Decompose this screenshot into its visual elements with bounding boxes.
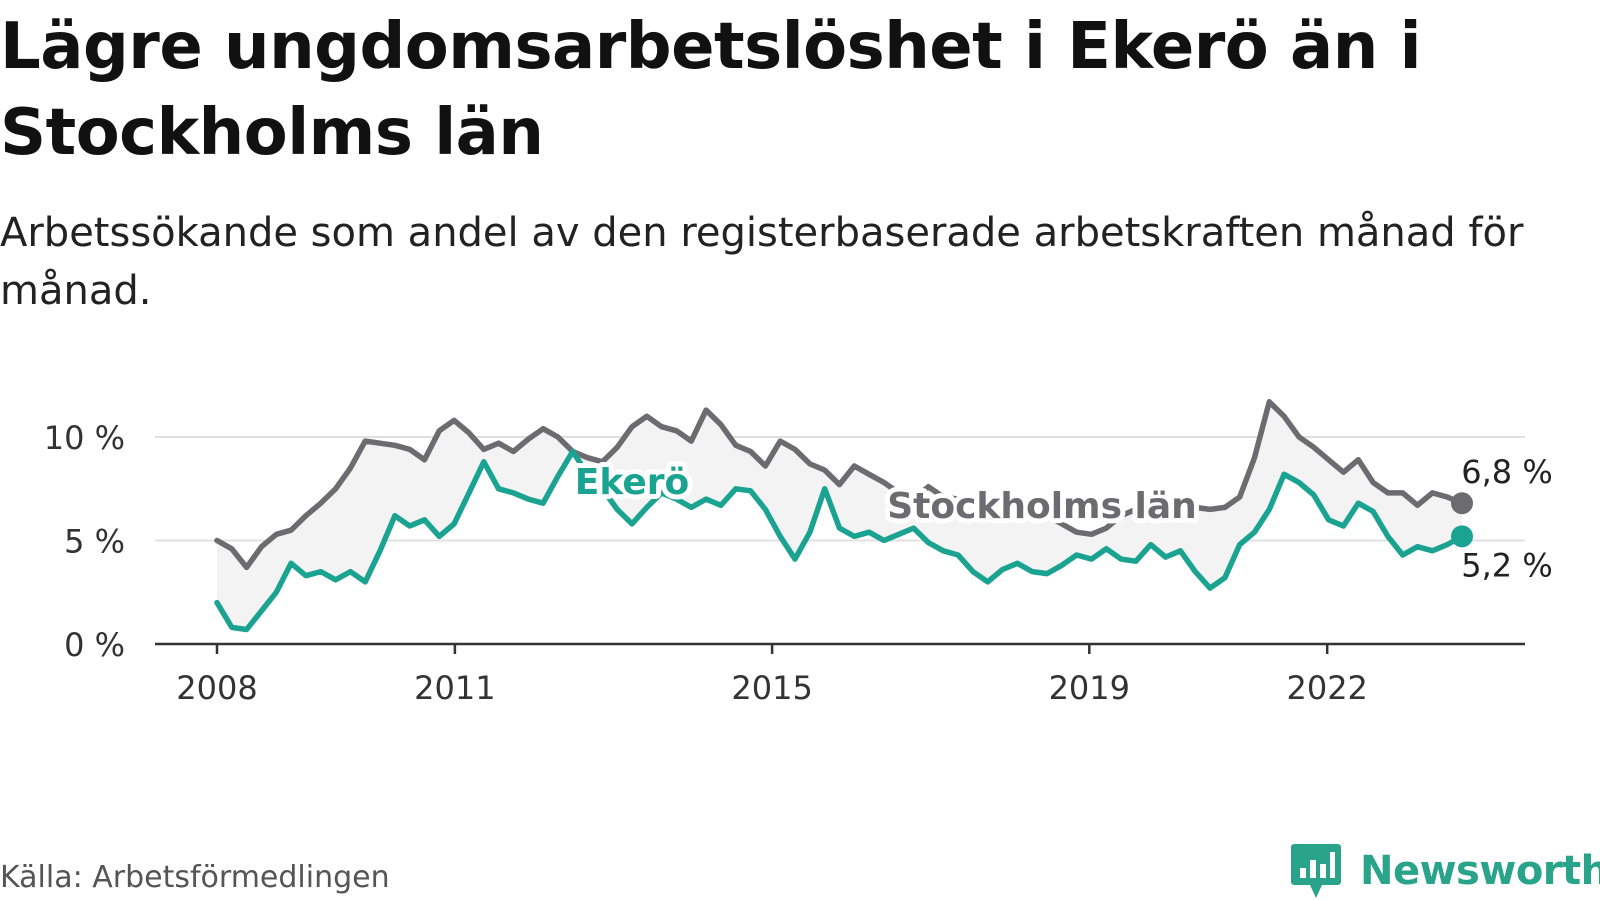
- difference-band: [217, 401, 1462, 630]
- end-point-stockholm: [1451, 492, 1473, 515]
- x-tick-label: 2019: [1049, 669, 1130, 707]
- brand[interactable]: Newsworthy: [1290, 842, 1600, 900]
- end-label-ekero: 5,2 %: [1461, 546, 1552, 584]
- series-label-ekero: Ekerö: [575, 462, 689, 503]
- x-tick-label: 2008: [176, 669, 257, 707]
- x-tick-label: 2015: [731, 669, 812, 707]
- x-tick-label: 2022: [1286, 669, 1367, 707]
- brand-name: Newsworthy: [1360, 848, 1600, 894]
- y-tick-label: 5 %: [64, 523, 125, 561]
- end-label-stockholm: 6,8 %: [1461, 453, 1552, 491]
- y-tick-label: 0 %: [64, 626, 125, 664]
- newsworthy-logo-icon: [1291, 844, 1341, 898]
- chart-subtitle: Arbetssökande som andel av den registerb…: [0, 210, 1524, 314]
- line-chart: 0 % 5 % 10 % 2008 2011 2015 2019 2022 6,8 % 5,2 %…: [44, 399, 1553, 707]
- series-line-ekero: [214, 448, 1465, 633]
- x-tick-label: 2011: [414, 669, 495, 707]
- series-line-stockholm: [214, 399, 1465, 571]
- source-note: Källa: Arbetsförmedlingen: [0, 860, 390, 895]
- series-label-stockholm: Stockholms län: [887, 486, 1197, 527]
- chart-title: Lägre ungdomsarbetslöshet i Ekerö än i S…: [0, 10, 1422, 170]
- end-point-ekero: [1451, 525, 1473, 548]
- y-tick-label: 10 %: [44, 419, 125, 457]
